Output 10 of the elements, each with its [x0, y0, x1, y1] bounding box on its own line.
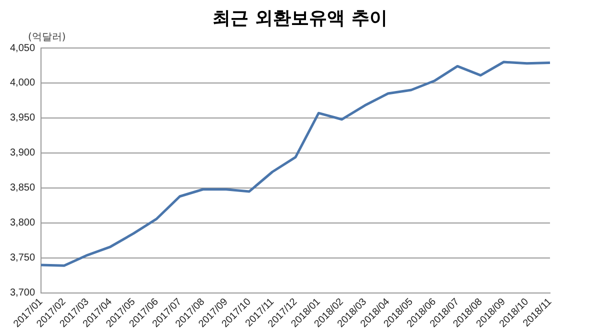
y-tick-label: 4,000 [10, 78, 36, 89]
y-tick-label: 3,950 [10, 112, 36, 124]
chart-title: 최근 외환보유액 추이 [212, 7, 388, 30]
y-axis-title: (억달러) [28, 31, 66, 44]
y-tick-label: 3,750 [10, 252, 36, 264]
y-tick-label: 3,800 [10, 218, 36, 229]
y-tick-label: 3,700 [10, 288, 36, 299]
y-tick-label: 3,850 [10, 182, 36, 194]
y-tick-label: 4,050 [10, 42, 36, 54]
y-tick-label: 3,900 [10, 148, 36, 159]
